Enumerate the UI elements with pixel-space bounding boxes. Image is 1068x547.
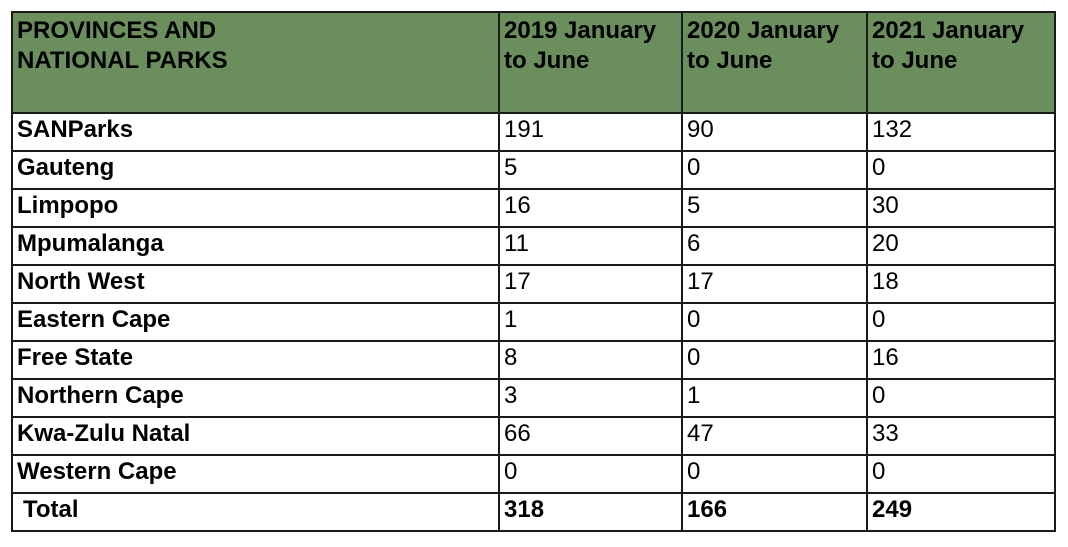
header-provinces: PROVINCES AND NATIONAL PARKS	[11, 11, 500, 114]
value-2019: 3	[498, 378, 683, 418]
value-2021: 0	[866, 454, 1056, 494]
header-2020: 2020 January to June	[681, 11, 868, 114]
row-name: Northern Cape	[11, 378, 500, 418]
total-label: Total	[11, 492, 500, 532]
row-name: Kwa-Zulu Natal	[11, 416, 500, 456]
table-row: Limpopo 16 5 30	[11, 188, 1056, 228]
table-row: Eastern Cape 1 0 0	[11, 302, 1056, 342]
row-name: Gauteng	[11, 150, 500, 190]
value-2021: 20	[866, 226, 1056, 266]
value-2020: 47	[681, 416, 868, 456]
value-2019: 1	[498, 302, 683, 342]
value-2019: 191	[498, 112, 683, 152]
value-2021: 0	[866, 150, 1056, 190]
table-row: Kwa-Zulu Natal 66 47 33	[11, 416, 1056, 456]
value-2021: 0	[866, 378, 1056, 418]
value-2021: 30	[866, 188, 1056, 228]
value-2021: 33	[866, 416, 1056, 456]
table-footer: Total 318 166 249	[11, 492, 1056, 532]
row-name: Eastern Cape	[11, 302, 500, 342]
value-2019: 8	[498, 340, 683, 380]
total-row: Total 318 166 249	[11, 492, 1056, 532]
value-2021: 18	[866, 264, 1056, 304]
row-name: Free State	[11, 340, 500, 380]
row-name: Western Cape	[11, 454, 500, 494]
row-name: SANParks	[11, 112, 500, 152]
total-2021: 249	[866, 492, 1056, 532]
header-row: PROVINCES AND NATIONAL PARKS 2019 Januar…	[11, 11, 1056, 114]
value-2020: 0	[681, 340, 868, 380]
table-row: Northern Cape 3 1 0	[11, 378, 1056, 418]
table-header: PROVINCES AND NATIONAL PARKS 2019 Januar…	[11, 11, 1056, 114]
value-2021: 16	[866, 340, 1056, 380]
table-row: Western Cape 0 0 0	[11, 454, 1056, 494]
row-name: Limpopo	[11, 188, 500, 228]
value-2020: 1	[681, 378, 868, 418]
value-2020: 5	[681, 188, 868, 228]
value-2019: 5	[498, 150, 683, 190]
table-row: Mpumalanga 11 6 20	[11, 226, 1056, 266]
value-2020: 0	[681, 454, 868, 494]
value-2020: 17	[681, 264, 868, 304]
value-2019: 66	[498, 416, 683, 456]
table-body: SANParks 191 90 132 Gauteng 5 0 0 Limpop…	[11, 112, 1056, 494]
table-row: North West 17 17 18	[11, 264, 1056, 304]
header-2019: 2019 January to June	[498, 11, 683, 114]
value-2020: 0	[681, 150, 868, 190]
value-2020: 0	[681, 302, 868, 342]
value-2020: 6	[681, 226, 868, 266]
value-2019: 17	[498, 264, 683, 304]
total-2020: 166	[681, 492, 868, 532]
table-row: Gauteng 5 0 0	[11, 150, 1056, 190]
value-2021: 0	[866, 302, 1056, 342]
row-name: North West	[11, 264, 500, 304]
value-2020: 90	[681, 112, 868, 152]
row-name: Mpumalanga	[11, 226, 500, 266]
value-2021: 132	[866, 112, 1056, 152]
value-2019: 16	[498, 188, 683, 228]
table-row: SANParks 191 90 132	[11, 112, 1056, 152]
table-row: Free State 8 0 16	[11, 340, 1056, 380]
value-2019: 0	[498, 454, 683, 494]
rhino-poaching-table: PROVINCES AND NATIONAL PARKS 2019 Januar…	[11, 11, 1056, 532]
value-2019: 11	[498, 226, 683, 266]
header-2021: 2021 January to June	[866, 11, 1056, 114]
total-2019: 318	[498, 492, 683, 532]
